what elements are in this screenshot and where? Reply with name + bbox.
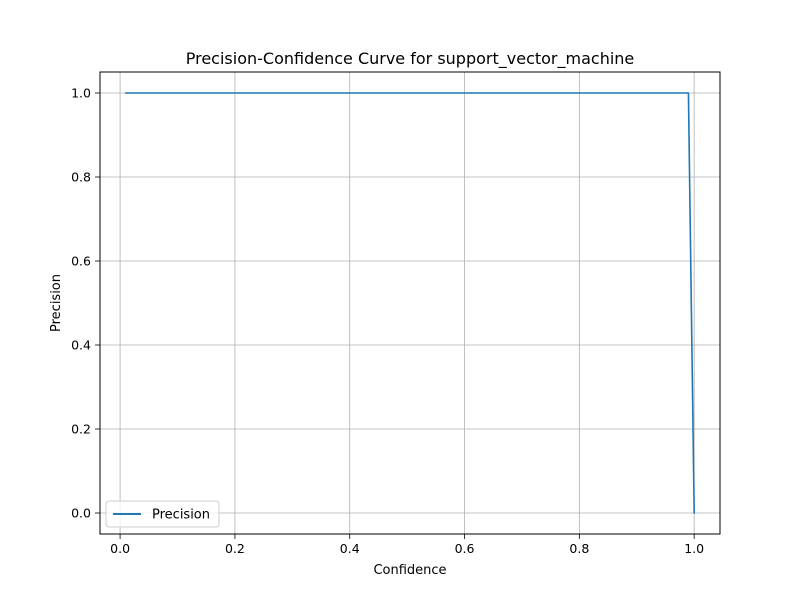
y-tick-label: 1.0 [71, 86, 91, 101]
x-axis-label: Confidence [373, 563, 446, 578]
y-tick-label: 0.0 [71, 506, 91, 521]
x-tick-label: 0.2 [225, 541, 245, 556]
legend-label-precision: Precision [152, 508, 210, 523]
y-tick-label: 0.6 [71, 254, 91, 269]
series-lines [125, 92, 695, 514]
x-tick-label: 0.0 [110, 541, 130, 556]
x-tick-label: 0.6 [455, 541, 475, 556]
x-axis-ticks: 0.0 0.2 0.4 0.6 0.8 1.0 [110, 534, 704, 556]
chart-title: Precision-Confidence Curve for support_v… [186, 49, 635, 69]
legend-box [105, 500, 220, 528]
x-tick-label: 1.0 [684, 541, 704, 556]
y-tick-label: 0.2 [71, 422, 91, 437]
grid [100, 72, 720, 534]
x-tick-label: 0.8 [569, 541, 589, 556]
y-axis-ticks: 0.0 0.2 0.4 0.6 0.8 1.0 [71, 86, 100, 521]
plot-area-frame [99, 71, 721, 535]
y-tick-label: 0.8 [71, 170, 91, 185]
series-line-precision [125, 92, 695, 514]
y-axis-label: Precision [49, 274, 64, 332]
legend: Precision [105, 500, 220, 528]
y-tick-label: 0.4 [71, 338, 91, 353]
x-tick-label: 0.4 [340, 541, 360, 556]
